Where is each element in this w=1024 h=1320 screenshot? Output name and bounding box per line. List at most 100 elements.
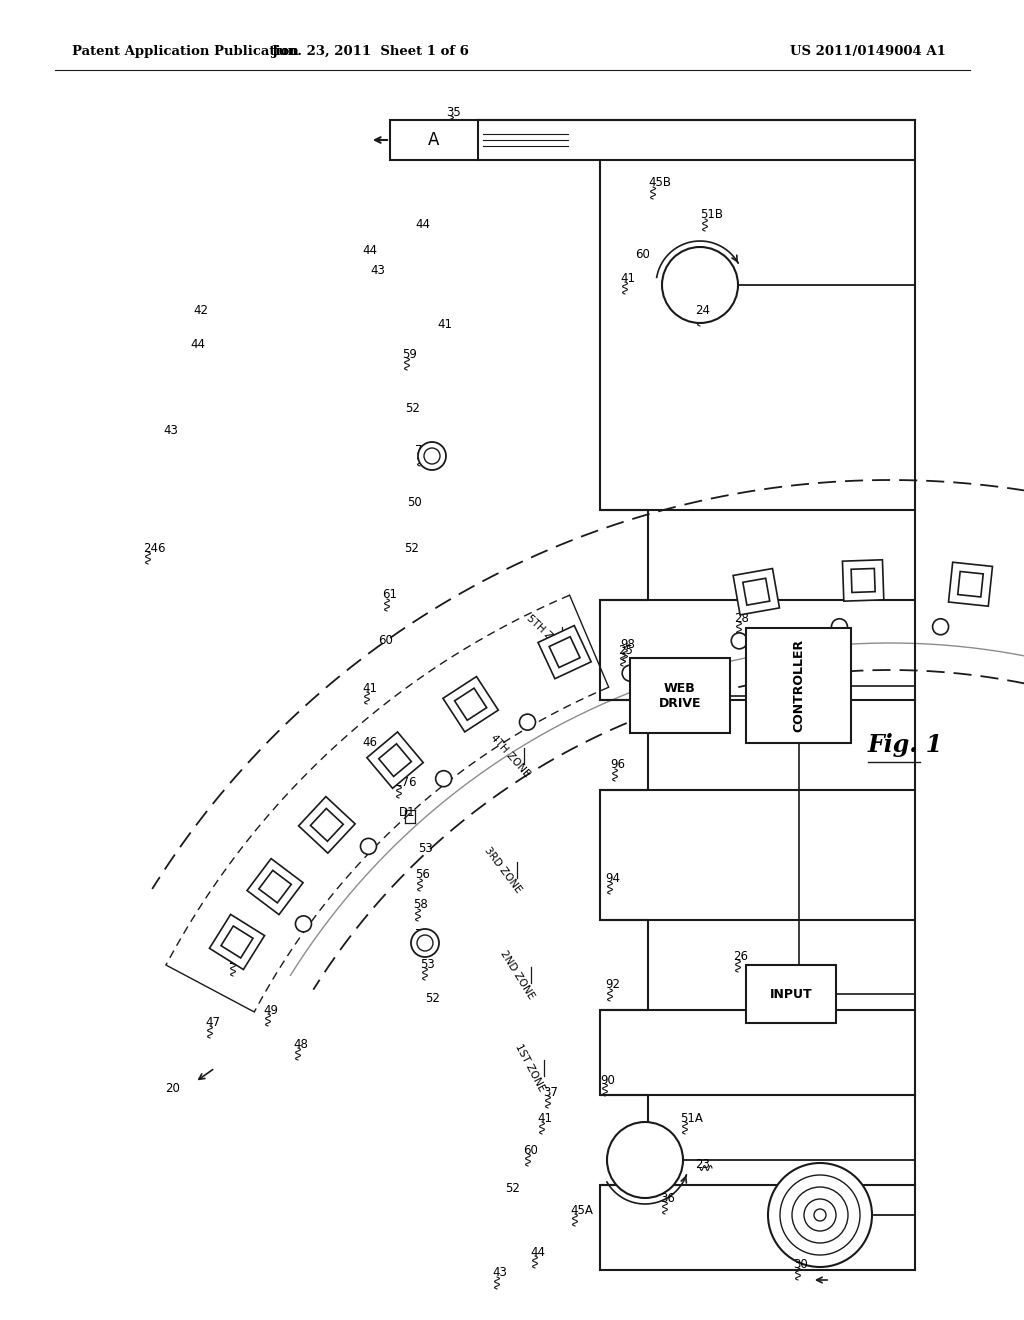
Text: 52: 52 bbox=[404, 541, 419, 554]
Text: 47: 47 bbox=[205, 1015, 220, 1028]
Text: 52: 52 bbox=[425, 991, 440, 1005]
Text: 37: 37 bbox=[543, 1085, 558, 1098]
Bar bbox=[299, 796, 355, 853]
Circle shape bbox=[831, 619, 848, 635]
Text: 2ND ZONE: 2ND ZONE bbox=[498, 949, 536, 1001]
Bar bbox=[210, 915, 264, 969]
Text: INPUT: INPUT bbox=[770, 987, 812, 1001]
Text: A: A bbox=[428, 131, 439, 149]
Text: Fig. 1: Fig. 1 bbox=[868, 733, 943, 756]
Text: 43: 43 bbox=[370, 264, 385, 276]
Text: 23: 23 bbox=[695, 1159, 710, 1172]
Text: 51B: 51B bbox=[700, 209, 723, 222]
Text: 30: 30 bbox=[793, 1258, 808, 1271]
Bar bbox=[843, 560, 884, 601]
Text: 25: 25 bbox=[618, 644, 633, 656]
Text: 44: 44 bbox=[530, 1246, 545, 1258]
Bar bbox=[630, 657, 730, 733]
Bar bbox=[390, 120, 478, 160]
Text: 96: 96 bbox=[610, 759, 625, 771]
Text: 44: 44 bbox=[362, 243, 377, 256]
Bar bbox=[746, 965, 836, 1023]
Text: Jun. 23, 2011  Sheet 1 of 6: Jun. 23, 2011 Sheet 1 of 6 bbox=[271, 45, 468, 58]
Text: 35: 35 bbox=[446, 106, 461, 119]
Text: CONTROLLER: CONTROLLER bbox=[792, 639, 805, 733]
Bar bbox=[443, 677, 499, 731]
Text: 52: 52 bbox=[505, 1181, 520, 1195]
Text: 41: 41 bbox=[537, 1111, 552, 1125]
Text: 49: 49 bbox=[263, 1003, 278, 1016]
Bar bbox=[367, 733, 423, 788]
Circle shape bbox=[435, 771, 452, 787]
Text: 42: 42 bbox=[193, 304, 208, 317]
Text: 41: 41 bbox=[437, 318, 452, 331]
Text: 53: 53 bbox=[418, 842, 433, 854]
Circle shape bbox=[411, 929, 439, 957]
Bar bbox=[379, 743, 412, 776]
Text: 60: 60 bbox=[378, 634, 393, 647]
Text: 45A: 45A bbox=[570, 1204, 593, 1217]
Text: 94: 94 bbox=[605, 871, 620, 884]
Text: 60: 60 bbox=[523, 1143, 538, 1156]
Text: 56: 56 bbox=[415, 869, 430, 882]
Bar bbox=[851, 569, 876, 593]
Text: 45B: 45B bbox=[648, 176, 671, 189]
Text: 46: 46 bbox=[362, 735, 377, 748]
Text: 44: 44 bbox=[415, 219, 430, 231]
Text: 60: 60 bbox=[635, 248, 650, 261]
Bar bbox=[259, 870, 291, 903]
Text: 36: 36 bbox=[660, 1192, 675, 1204]
Circle shape bbox=[424, 447, 440, 465]
Text: 41: 41 bbox=[362, 681, 377, 694]
Text: 59: 59 bbox=[402, 348, 417, 362]
Text: 24: 24 bbox=[695, 304, 710, 317]
Text: 70: 70 bbox=[415, 444, 430, 457]
Circle shape bbox=[662, 247, 738, 323]
Text: 276: 276 bbox=[394, 776, 417, 788]
Text: DRIVE: DRIVE bbox=[658, 697, 701, 710]
Circle shape bbox=[418, 442, 446, 470]
Text: 90: 90 bbox=[600, 1073, 614, 1086]
Bar bbox=[221, 925, 253, 958]
Bar bbox=[948, 562, 992, 606]
Text: 61: 61 bbox=[382, 589, 397, 602]
Bar bbox=[247, 858, 303, 915]
Text: D1: D1 bbox=[399, 805, 416, 818]
Circle shape bbox=[731, 632, 748, 649]
Bar bbox=[549, 636, 580, 668]
Text: 44: 44 bbox=[190, 338, 205, 351]
Circle shape bbox=[360, 838, 377, 854]
Bar bbox=[310, 808, 343, 841]
Bar bbox=[733, 569, 779, 615]
Bar bbox=[742, 578, 770, 605]
Text: 51A: 51A bbox=[680, 1111, 702, 1125]
Circle shape bbox=[607, 1122, 683, 1199]
Bar bbox=[455, 688, 486, 721]
Circle shape bbox=[780, 1175, 860, 1255]
Circle shape bbox=[933, 619, 948, 635]
Text: 52: 52 bbox=[406, 401, 420, 414]
Text: US 2011/0149004 A1: US 2011/0149004 A1 bbox=[790, 45, 946, 58]
Circle shape bbox=[417, 935, 433, 950]
Circle shape bbox=[768, 1163, 872, 1267]
Bar bbox=[746, 628, 851, 743]
Bar bbox=[957, 572, 983, 597]
Text: 41: 41 bbox=[620, 272, 635, 285]
Text: 28: 28 bbox=[734, 611, 749, 624]
Circle shape bbox=[623, 665, 638, 681]
Text: 4TH ZONE: 4TH ZONE bbox=[488, 733, 531, 779]
Circle shape bbox=[792, 1187, 848, 1243]
Text: 53: 53 bbox=[420, 957, 435, 970]
Text: 50: 50 bbox=[407, 496, 422, 510]
Circle shape bbox=[519, 714, 536, 730]
Text: 5TH ZONE: 5TH ZONE bbox=[525, 612, 571, 657]
Text: 43: 43 bbox=[492, 1266, 507, 1279]
Circle shape bbox=[296, 916, 311, 932]
Circle shape bbox=[804, 1199, 836, 1232]
Text: 92: 92 bbox=[605, 978, 620, 991]
Text: 246: 246 bbox=[143, 541, 166, 554]
Text: 58: 58 bbox=[413, 899, 428, 912]
Text: 3RD ZONE: 3RD ZONE bbox=[482, 845, 523, 895]
Text: WEB: WEB bbox=[665, 682, 696, 696]
Text: 70: 70 bbox=[415, 928, 430, 941]
